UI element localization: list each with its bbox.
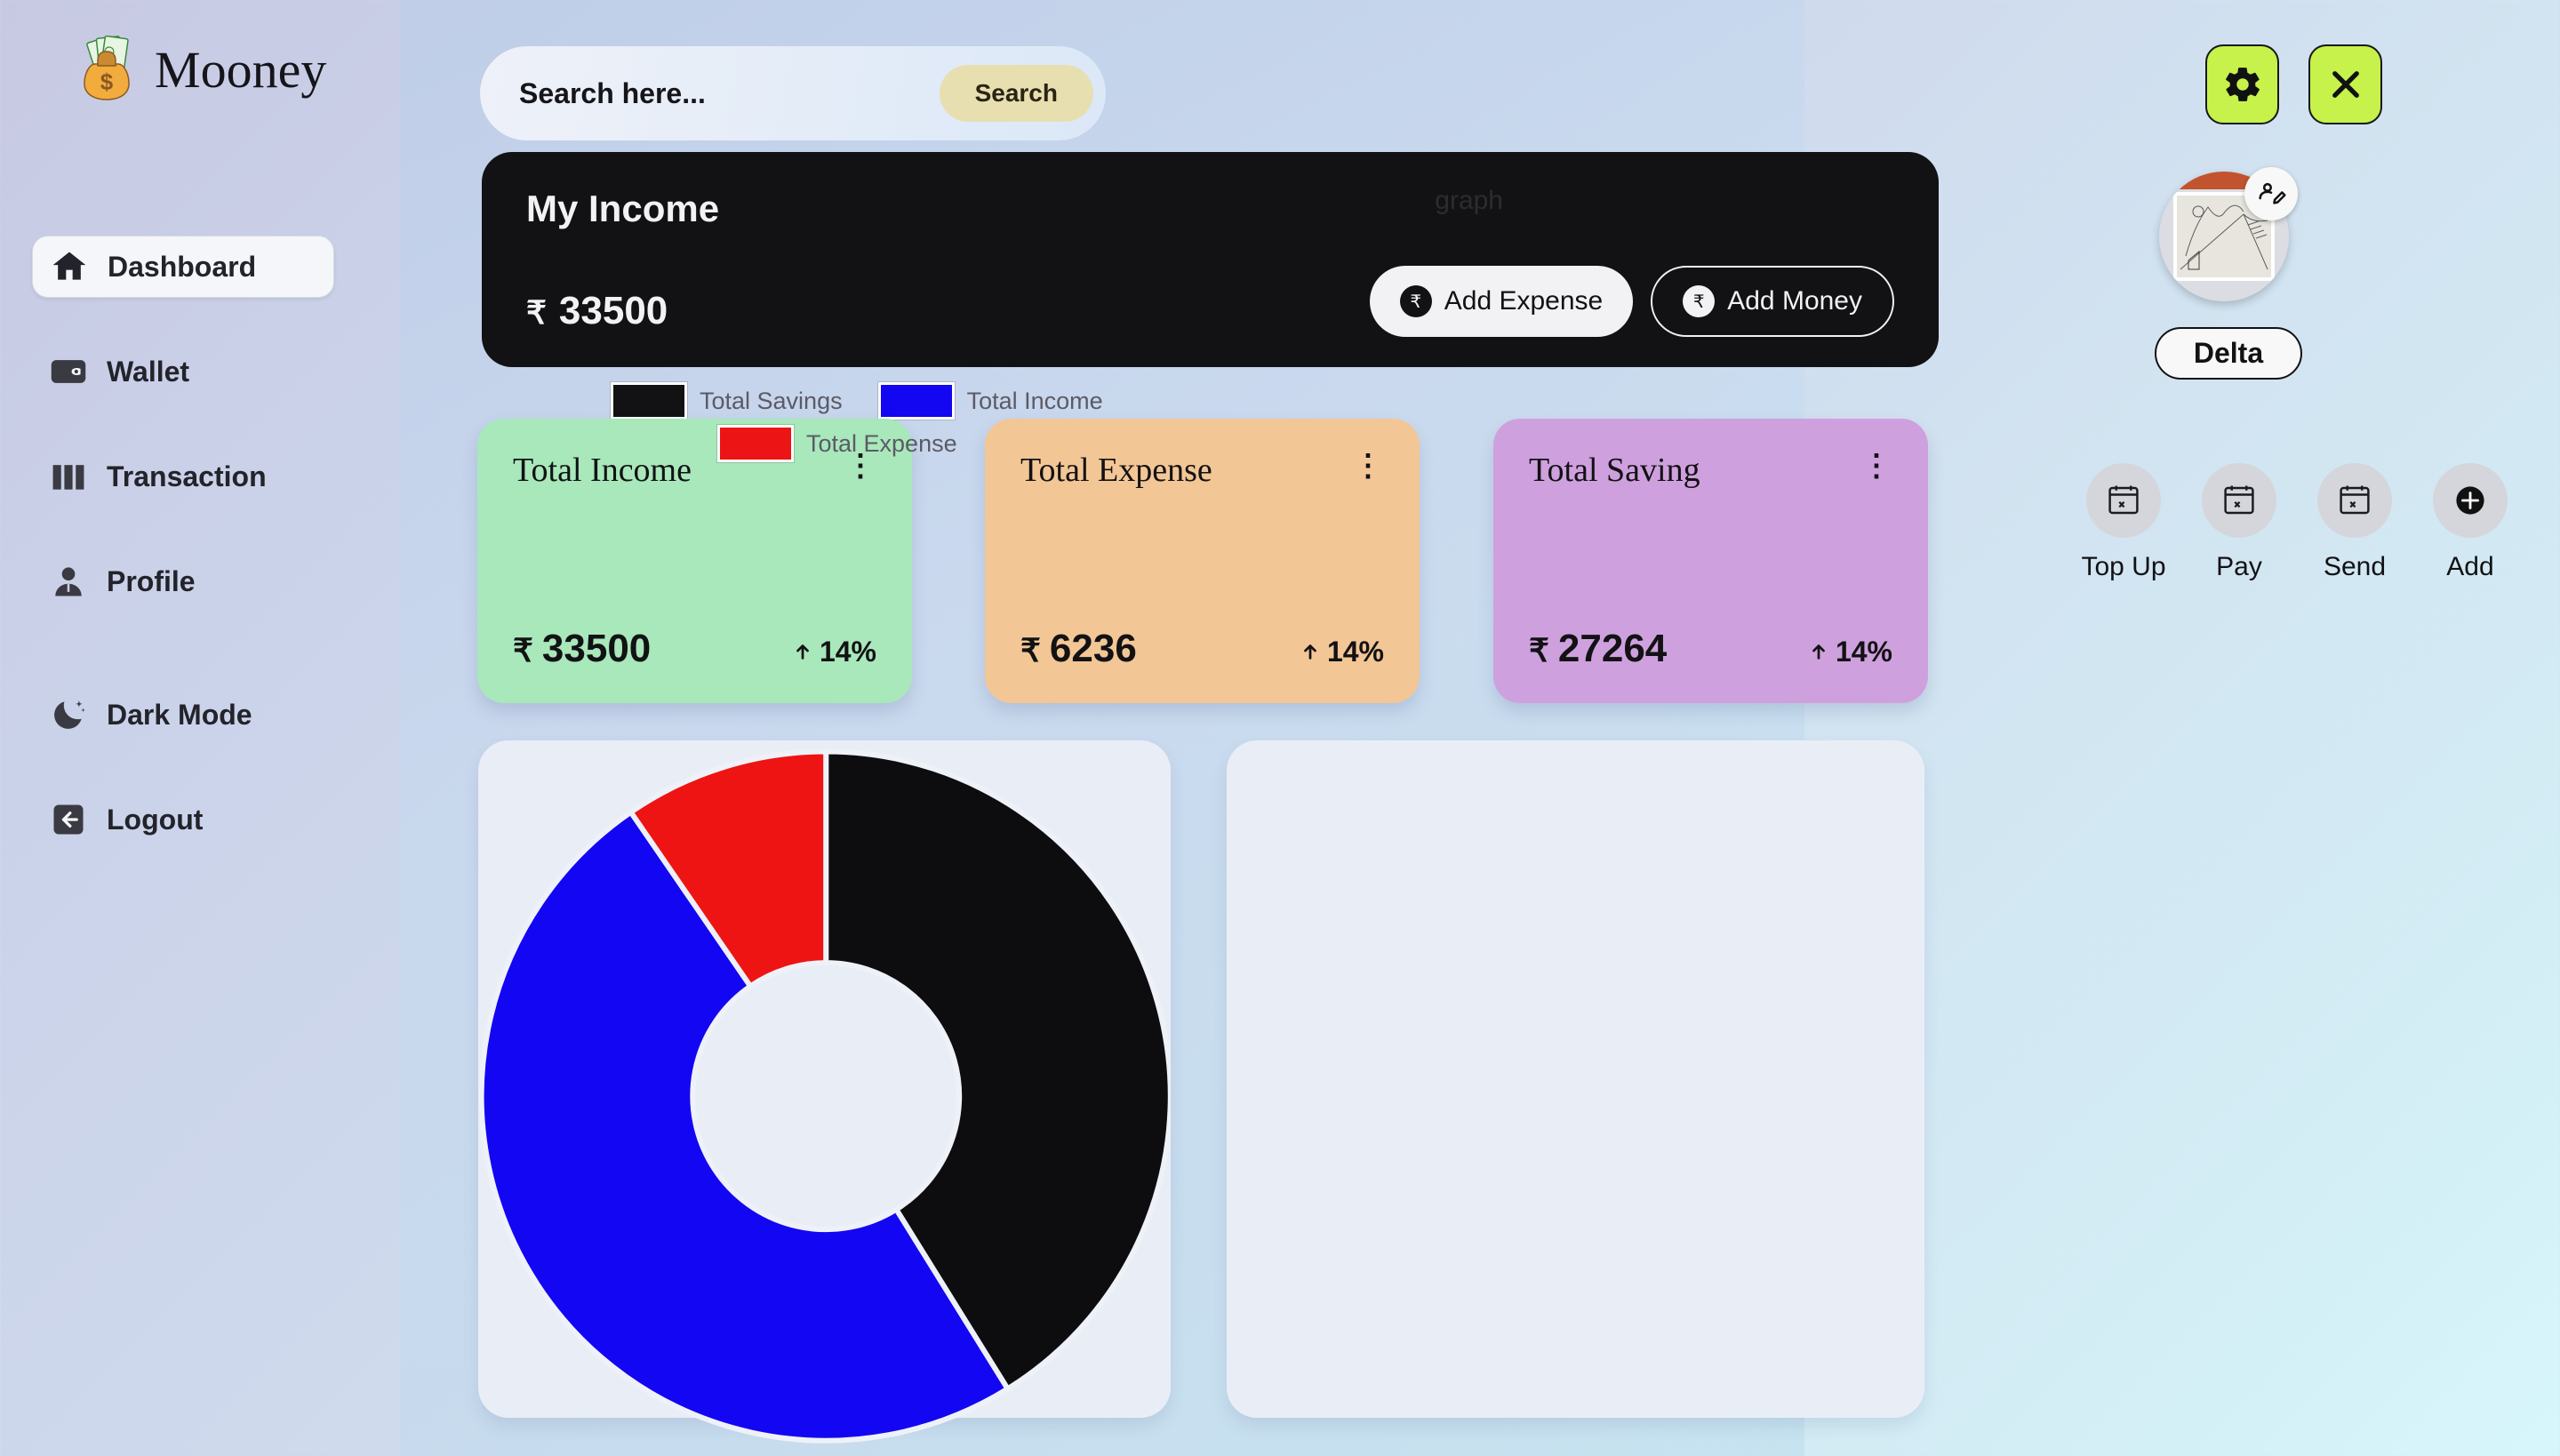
svg-text:$: $ [100, 68, 114, 95]
